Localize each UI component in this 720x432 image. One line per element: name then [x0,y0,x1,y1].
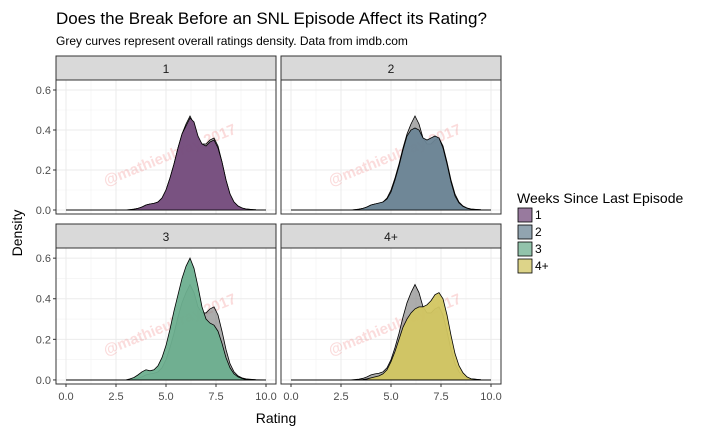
x-tick-label: 0.0 [58,391,73,403]
legend-key-swatch [517,258,533,274]
legend: Weeks Since Last Episode 1 2 3 4+ [517,190,683,274]
legend-entry-label: 4+ [535,259,549,273]
y-tick-label: 0.6 [36,253,51,265]
x-tick-label: 5.0 [158,391,173,403]
series-density-area [66,117,267,211]
x-tick-label: 7.5 [433,391,448,403]
facet-panels: 1@mathieubray 20170.00.20.40.62@mathieub… [36,55,502,403]
chart-subtitle: Grey curves represent overall ratings de… [56,34,408,48]
panel-border [55,79,277,215]
facet-strip-label: 2 [388,62,395,76]
y-tick-label: 0.6 [36,85,51,97]
y-tick-label: 0.2 [36,165,51,177]
y-tick-label: 0.4 [36,125,51,137]
x-tick-label: 10.0 [480,391,501,403]
legend-title: Weeks Since Last Episode [517,190,683,206]
y-axis-title: Density [9,210,25,257]
facet-panel-2: 2@mathieubray 2017 [280,55,502,215]
x-tick-label: 7.5 [208,391,223,403]
x-axis-title: Rating [256,410,296,426]
legend-key-swatch [517,207,533,223]
facet-strip-label: 4+ [384,230,398,244]
facet-strip [55,55,277,81]
facet-strip-label: 3 [163,230,170,244]
legend-key-swatch [517,241,533,257]
legend-entry-label: 1 [535,208,542,222]
y-tick-label: 0.0 [36,205,51,217]
x-tick-label: 5.0 [383,391,398,403]
series-density-area [66,257,267,381]
legend-key-swatch [517,224,533,240]
x-tick-label: 0.0 [283,391,298,403]
facet-strip [280,55,502,81]
series-density-area [291,292,492,381]
x-tick-label: 2.5 [108,391,123,403]
legend-entry-label: 2 [535,225,542,239]
chart-title: Does the Break Before an SNL Episode Aff… [56,9,487,28]
facet-strip [55,223,277,249]
y-tick-label: 0.4 [36,294,51,306]
x-tick-label: 10.0 [255,391,276,403]
facet-strip-label: 1 [163,62,170,76]
x-tick-label: 2.5 [333,391,348,403]
y-tick-label: 0.0 [36,375,51,387]
panel-border [280,79,502,215]
series-density-area [291,127,492,211]
legend-entry-label: 3 [535,242,542,256]
y-tick-label: 0.2 [36,334,51,346]
